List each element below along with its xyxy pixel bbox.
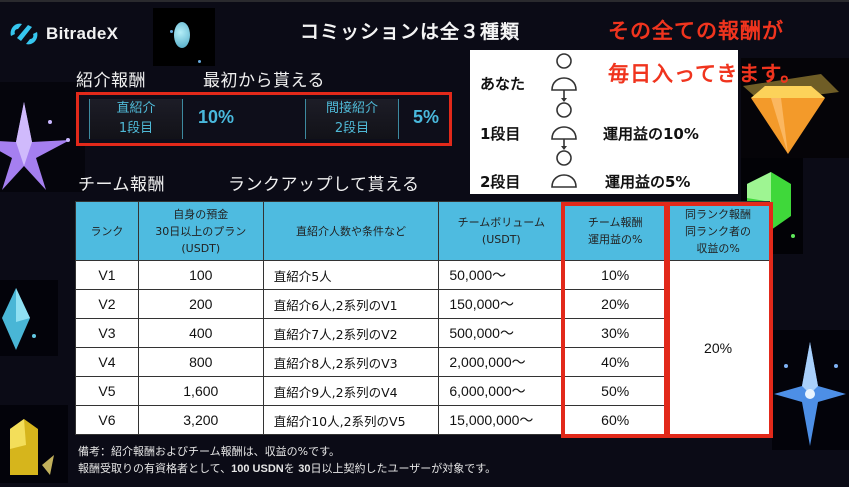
header-line: 30日以上のプラン: [155, 224, 247, 238]
cell-same-rank-pct: 20%: [666, 260, 770, 435]
header-team-reward: チーム報酬 運用益の%: [563, 201, 668, 261]
indirect-referral-percent: 5%: [413, 107, 440, 127]
tier-1-note: 運用益の10%: [603, 125, 699, 143]
table-row: V4 800 直紹介8人,2系列のV3 2,000,000〜 40%: [75, 347, 770, 377]
cell-team-pct: 60%: [563, 405, 668, 435]
referral-heading: 紹介報酬: [76, 71, 146, 91]
footnote-text: を: [283, 462, 299, 475]
bitradex-logo-icon: [10, 23, 38, 45]
footnote-line-2: 報酬受取りの有資格者として、100 USDNを 30日以上契約したユーザーが対象…: [78, 460, 496, 478]
header-volume: チームボリューム (USDT): [438, 201, 565, 261]
rank-table-container: ランク 自身の預金 30日以上のプラン (USDT) 直紹介人数や条件など チー…: [75, 201, 770, 435]
cell-rank: V4: [75, 347, 139, 377]
header-line: チームボリューム: [457, 216, 545, 229]
cell-deposit: 200: [137, 289, 264, 319]
cell-deposit: 800: [137, 347, 264, 377]
cell-rank: V1: [75, 260, 139, 290]
cell-volume: 150,000〜: [438, 289, 565, 319]
gem-image-yellow-crystal: [0, 405, 68, 483]
table-row: V3 400 直紹介7人,2系列のV2 500,000〜 30%: [75, 318, 770, 348]
footnote-text: 報酬受取りの有資格者として、: [78, 462, 232, 475]
cell-team-pct: 30%: [563, 318, 668, 348]
header-condition: 直紹介人数や条件など: [262, 201, 440, 261]
cell-rank: V6: [75, 405, 139, 435]
rank-table: ランク 自身の預金 30日以上のプラン (USDT) 直紹介人数や条件など チー…: [75, 201, 770, 435]
header-line: 自身の預金: [173, 207, 229, 221]
callout-line-2: 毎日入ってきます。: [608, 62, 803, 86]
table-row: V1 100 直紹介5人 50,000〜 10% 20%: [75, 260, 770, 435]
table-row: V5 1,600 直紹介9人,2系列のV4 6,000,000〜 50%: [75, 376, 770, 406]
direct-referral-percent: 10%: [198, 107, 235, 127]
gem-image-blue-star: [772, 330, 849, 450]
callout-line-1: その全ての報酬が: [608, 19, 784, 43]
header-line: 運用益の%: [587, 233, 643, 246]
cell-rank: V5: [75, 376, 139, 406]
footnote-amount: 100 USDN: [231, 463, 284, 475]
tier-label-you: あなた: [480, 75, 526, 93]
cell-condition: 直紹介6人,2系列のV1: [262, 289, 440, 319]
cell-rank: V2: [75, 289, 139, 319]
cell-volume: 6,000,000〜: [438, 376, 565, 406]
tier-label-2: 2段目: [480, 173, 521, 191]
cell-team-pct: 10%: [563, 260, 668, 290]
footnote-text: 日以上契約したユーザーが対象です。: [310, 462, 497, 475]
cell-condition: 直紹介10人,2系列のV5: [262, 405, 440, 435]
cell-rank: V3: [75, 318, 139, 348]
header-line: 収益の%: [696, 241, 740, 255]
gem-image-blue-oval: [153, 8, 215, 66]
cell-team-pct: 40%: [563, 347, 668, 377]
cell-condition: 直紹介8人,2系列のV3: [262, 347, 440, 377]
referral-tier-diagram: あなた 1段目 2段目 運用益の10% 運用益の5%: [470, 50, 738, 194]
cell-condition: 直紹介9人,2系列のV4: [262, 376, 440, 406]
indirect-referral-label: 間接紹介 2段目: [305, 99, 399, 139]
header-line: (USDT): [181, 241, 221, 255]
direct-referral-label-line2: 1段目: [118, 121, 154, 136]
footnote-days: 30: [298, 463, 311, 475]
cell-deposit: 400: [137, 318, 264, 348]
header-line: 直紹介人数や条件など: [296, 224, 407, 238]
header-line: 同ランク者の: [685, 224, 752, 238]
header-line: 同ランク報酬: [685, 207, 752, 221]
page-title: コミッションは全３種類: [300, 21, 521, 43]
cell-volume: 50,000〜: [438, 260, 565, 290]
header-deposit: 自身の預金 30日以上のプラン (USDT): [137, 201, 264, 261]
tier-label-1: 1段目: [480, 125, 521, 143]
indirect-referral-label-line1: 間接紹介: [325, 101, 378, 116]
cell-volume: 2,000,000〜: [438, 347, 565, 377]
brand-name: BitradeX: [46, 24, 119, 43]
direct-referral-label-line1: 直紹介: [116, 101, 156, 116]
team-heading: チーム報酬: [78, 175, 165, 195]
footnote-line-1: 備考：紹介報酬およびチーム報酬は、収益の%です。: [78, 445, 341, 458]
header-same-rank-reward: 同ランク報酬 同ランク者の 収益の%: [666, 201, 770, 261]
gem-image-orange-diamond: [741, 58, 849, 158]
footnote: 備考：紹介報酬およびチーム報酬は、収益の%です。 報酬受取りの有資格者として、1…: [78, 443, 496, 478]
table-row: V2 200 直紹介6人,2系列のV1 150,000〜 20%: [75, 289, 770, 319]
indirect-referral-label-line2: 2段目: [334, 121, 370, 136]
cell-deposit: 1,600: [137, 376, 264, 406]
tier-2-note: 運用益の5%: [605, 173, 691, 191]
header-rank: ランク: [75, 201, 139, 261]
person-chain-icon: [551, 53, 577, 188]
cell-volume: 500,000〜: [438, 318, 565, 348]
direct-referral-label: 直紹介 1段目: [89, 99, 183, 139]
cell-team-pct: 50%: [563, 376, 668, 406]
cell-team-pct: 20%: [563, 289, 668, 319]
header-line: チーム報酬: [587, 216, 643, 229]
table-row: V6 3,200 直紹介10人,2系列のV5 15,000,000〜 60%: [75, 405, 770, 435]
cell-deposit: 100: [137, 260, 264, 290]
referral-rates-box: 直紹介 1段目 10% 間接紹介 2段目 5%: [76, 92, 452, 146]
top-bar: [0, 0, 849, 2]
team-subheading: ランクアップして貰える: [228, 175, 420, 195]
gem-image-cyan-diamond: [0, 280, 58, 356]
referral-subheading: 最初から貰える: [203, 71, 325, 91]
cell-condition: 直紹介7人,2系列のV2: [262, 318, 440, 348]
cell-deposit: 3,200: [137, 405, 264, 435]
header-line: (USDT): [481, 233, 521, 246]
header-line: ランク: [90, 224, 124, 238]
cell-volume: 15,000,000〜: [438, 405, 565, 435]
table-header-row: ランク 自身の預金 30日以上のプラン (USDT) 直紹介人数や条件など チー…: [75, 201, 770, 261]
brand-logo: BitradeX: [8, 20, 118, 48]
gem-image-purple-star: [0, 82, 85, 192]
cell-condition: 直紹介5人: [262, 260, 440, 290]
